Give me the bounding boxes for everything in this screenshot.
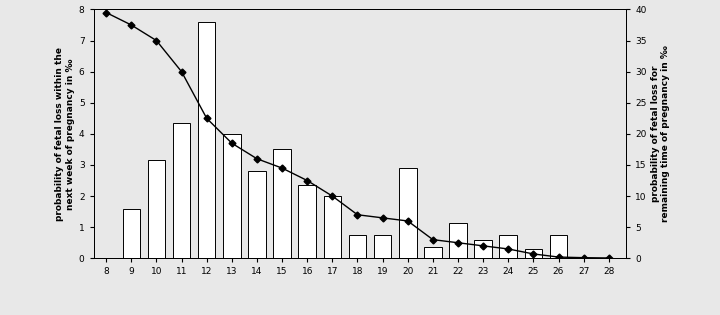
Bar: [348, 235, 366, 258]
Bar: [550, 235, 567, 258]
Y-axis label: probability of fetal loss for
remaining time of pregnancy in ‰: probability of fetal loss for remaining …: [651, 45, 670, 222]
Bar: [323, 196, 341, 258]
Bar: [500, 235, 517, 258]
Bar: [474, 240, 492, 258]
Bar: [274, 149, 291, 258]
Bar: [173, 123, 190, 258]
Bar: [198, 22, 215, 258]
Bar: [122, 209, 140, 258]
Bar: [148, 160, 165, 258]
Bar: [374, 235, 392, 258]
Bar: [399, 168, 417, 258]
Bar: [223, 134, 240, 258]
Bar: [424, 247, 441, 258]
Bar: [248, 171, 266, 258]
Bar: [298, 185, 316, 258]
Bar: [525, 249, 542, 258]
Bar: [449, 222, 467, 258]
Y-axis label: probability of fetal loss within the
next week of pregnancy in ‰: probability of fetal loss within the nex…: [55, 47, 75, 221]
